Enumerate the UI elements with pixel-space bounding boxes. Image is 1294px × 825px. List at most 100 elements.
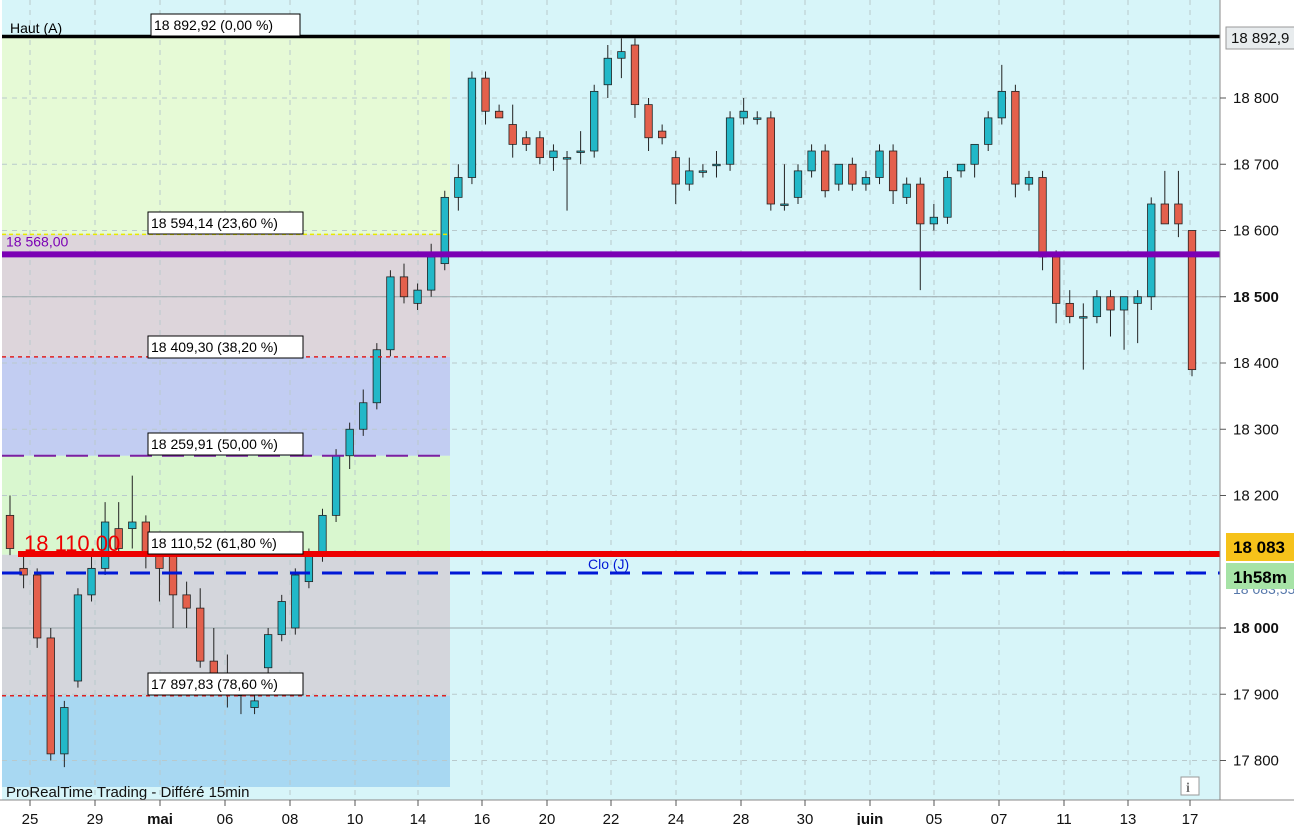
candle-body bbox=[671, 157, 680, 185]
candle[interactable] bbox=[33, 568, 42, 648]
date-tick-label: 17 bbox=[1182, 811, 1199, 825]
candle[interactable] bbox=[100, 502, 110, 575]
candle[interactable] bbox=[562, 151, 572, 211]
candle[interactable] bbox=[1106, 290, 1115, 337]
candle[interactable] bbox=[1079, 303, 1088, 370]
candle-body bbox=[549, 150, 558, 159]
candle-body bbox=[304, 554, 314, 583]
candle[interactable] bbox=[1133, 290, 1142, 344]
candle[interactable] bbox=[264, 628, 273, 681]
candle[interactable] bbox=[861, 170, 871, 191]
candle[interactable] bbox=[875, 144, 884, 185]
candle[interactable] bbox=[956, 163, 966, 178]
candle[interactable] bbox=[277, 594, 286, 642]
candle[interactable] bbox=[603, 45, 612, 98]
candle[interactable] bbox=[345, 422, 354, 469]
candle-body bbox=[5, 514, 15, 549]
candle[interactable] bbox=[630, 38, 640, 118]
timer-tag bbox=[1226, 563, 1294, 589]
date-tick-label: 28 bbox=[733, 811, 750, 825]
candle[interactable] bbox=[481, 71, 490, 125]
candle[interactable] bbox=[494, 104, 504, 119]
timer-tag-text: 1h58m bbox=[1233, 568, 1287, 587]
candle[interactable] bbox=[1119, 296, 1129, 350]
fib-label-text: 18 259,91 (50,00 %) bbox=[151, 436, 278, 452]
candle[interactable] bbox=[128, 475, 137, 549]
candle[interactable] bbox=[46, 628, 55, 761]
candle[interactable] bbox=[331, 449, 341, 522]
price-ticks: 18 800 18 700 18 600 18 500 18 400 18 300 18 2… bbox=[1220, 90, 1279, 770]
candle-body bbox=[1052, 256, 1061, 304]
candle[interactable] bbox=[1065, 290, 1074, 324]
candle[interactable] bbox=[73, 588, 83, 688]
candle[interactable] bbox=[821, 144, 830, 198]
candle-body bbox=[888, 150, 898, 192]
candle[interactable] bbox=[834, 163, 843, 191]
candle[interactable] bbox=[508, 104, 517, 158]
candle[interactable] bbox=[590, 84, 599, 158]
candle[interactable] bbox=[291, 568, 300, 635]
candle[interactable] bbox=[902, 177, 911, 205]
candle[interactable] bbox=[535, 131, 544, 165]
candle[interactable] bbox=[848, 157, 857, 191]
info-icon[interactable]: i bbox=[1180, 776, 1200, 796]
date-tick-label: 14 bbox=[410, 811, 427, 825]
candle[interactable] bbox=[780, 164, 789, 211]
candle[interactable] bbox=[5, 495, 15, 556]
candle[interactable] bbox=[943, 170, 952, 224]
candle[interactable] bbox=[522, 131, 531, 151]
candle[interactable] bbox=[725, 111, 735, 171]
candle[interactable] bbox=[576, 131, 585, 165]
candle[interactable] bbox=[1024, 170, 1034, 191]
candle[interactable] bbox=[1160, 170, 1169, 225]
candle[interactable] bbox=[970, 143, 979, 178]
candle[interactable] bbox=[766, 111, 775, 211]
candle-body bbox=[685, 170, 694, 185]
date-tick-label: 25 bbox=[22, 811, 39, 825]
candle[interactable] bbox=[386, 270, 395, 357]
candle[interactable] bbox=[372, 343, 381, 410]
date-tick-label: juin bbox=[856, 811, 884, 825]
candle[interactable] bbox=[984, 111, 993, 151]
candle[interactable] bbox=[712, 151, 721, 178]
candle[interactable] bbox=[114, 502, 123, 556]
candle[interactable] bbox=[196, 588, 205, 668]
candle[interactable] bbox=[888, 144, 898, 204]
candle-body bbox=[1106, 296, 1115, 311]
candle[interactable] bbox=[454, 164, 463, 211]
candle[interactable] bbox=[671, 151, 680, 204]
candle[interactable] bbox=[997, 64, 1006, 125]
candle[interactable] bbox=[440, 190, 449, 271]
candle[interactable] bbox=[60, 700, 69, 768]
candle[interactable] bbox=[617, 38, 626, 79]
candle[interactable] bbox=[1174, 170, 1183, 238]
current-price-tag-text: 18 083 bbox=[1233, 538, 1285, 557]
candle[interactable] bbox=[739, 98, 748, 125]
candle[interactable] bbox=[467, 71, 477, 185]
candle[interactable] bbox=[359, 389, 368, 436]
candle[interactable] bbox=[929, 204, 938, 231]
candle[interactable] bbox=[658, 124, 667, 145]
candle[interactable] bbox=[644, 98, 653, 151]
candle[interactable] bbox=[753, 111, 762, 125]
candle[interactable] bbox=[1011, 84, 1020, 198]
candle[interactable] bbox=[399, 263, 409, 304]
candle[interactable] bbox=[807, 144, 816, 178]
candle[interactable] bbox=[87, 555, 96, 602]
candle-body bbox=[331, 455, 341, 516]
candle[interactable] bbox=[916, 177, 925, 291]
candle[interactable] bbox=[1092, 290, 1102, 324]
candle-body bbox=[902, 183, 911, 198]
candle[interactable] bbox=[698, 164, 708, 178]
candle[interactable] bbox=[685, 157, 694, 191]
candle[interactable] bbox=[793, 164, 803, 204]
candle[interactable] bbox=[549, 144, 558, 171]
candle[interactable] bbox=[182, 581, 191, 628]
fib-label-text: 18 409,30 (38,20 %) bbox=[151, 339, 278, 355]
candle-body bbox=[644, 104, 653, 139]
price-axis[interactable] bbox=[1220, 0, 1294, 825]
candle[interactable] bbox=[413, 283, 422, 311]
candle-body bbox=[1065, 302, 1074, 318]
